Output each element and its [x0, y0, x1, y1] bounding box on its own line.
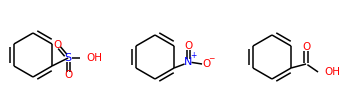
Text: O: O: [202, 59, 210, 69]
Text: OH: OH: [86, 53, 102, 63]
Text: O: O: [184, 41, 192, 51]
Text: −: −: [208, 55, 214, 63]
Text: O: O: [64, 70, 72, 80]
Text: OH: OH: [324, 67, 340, 77]
Text: S: S: [64, 53, 72, 63]
Text: O: O: [302, 42, 310, 52]
Text: O: O: [53, 40, 61, 50]
Text: +: +: [190, 51, 196, 61]
Text: N: N: [184, 57, 192, 67]
